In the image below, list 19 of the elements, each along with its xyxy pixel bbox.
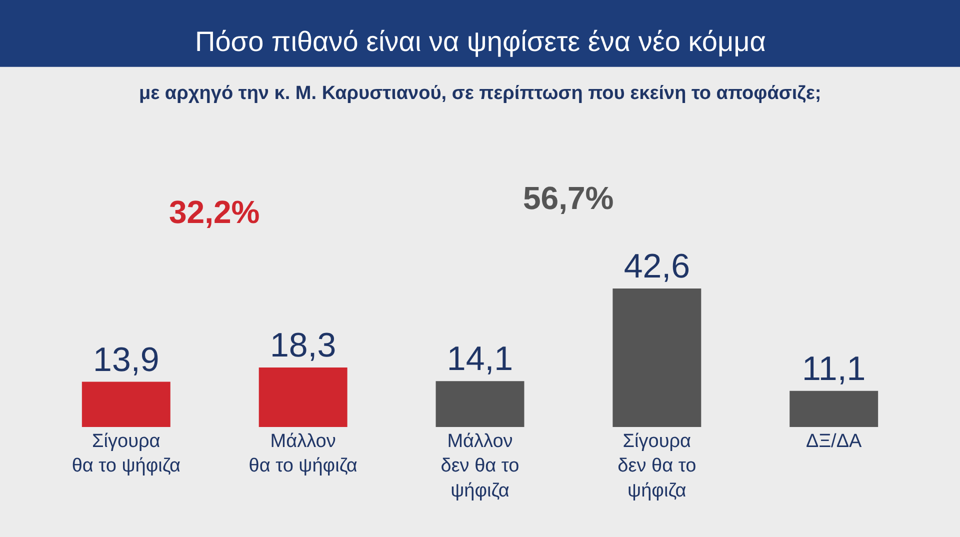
data-label: 11,1: [802, 350, 866, 388]
data-label: 13,9: [93, 340, 160, 379]
data-label: 18,3: [270, 326, 336, 364]
text: 56,7%: [523, 180, 614, 216]
x-tick-label: Σίγουρα δεν θα το ψήφιζα: [618, 431, 696, 502]
bar: [258, 368, 348, 427]
x-tick-label: Μάλλον δεν θα το ψήφιζα: [440, 431, 520, 502]
bar: [436, 381, 524, 427]
chart-title: Πόσο πιθανό είναι να ψηφίσετε ένα νέο κόμμα: [195, 26, 766, 57]
data-label: 42,6: [624, 248, 690, 286]
data-label: 14,1: [446, 340, 514, 378]
x-tick-label: Σίγουρα θα το ψήφιζα: [72, 431, 180, 477]
bar: [612, 288, 702, 427]
bar: [82, 382, 170, 427]
text: 32,2%: [169, 194, 260, 230]
x-tick-label: Μάλλον θα το ψήφιζα: [248, 431, 358, 477]
chart-subtitle: με αρχηγό την κ. Μ. Καρυστιανού, σε περίπτωση που εκείνη το αποφάσιζε;: [139, 83, 822, 104]
bar: [790, 390, 878, 427]
x-tick-label: ΔΞ/ΔΑ: [806, 431, 862, 452]
